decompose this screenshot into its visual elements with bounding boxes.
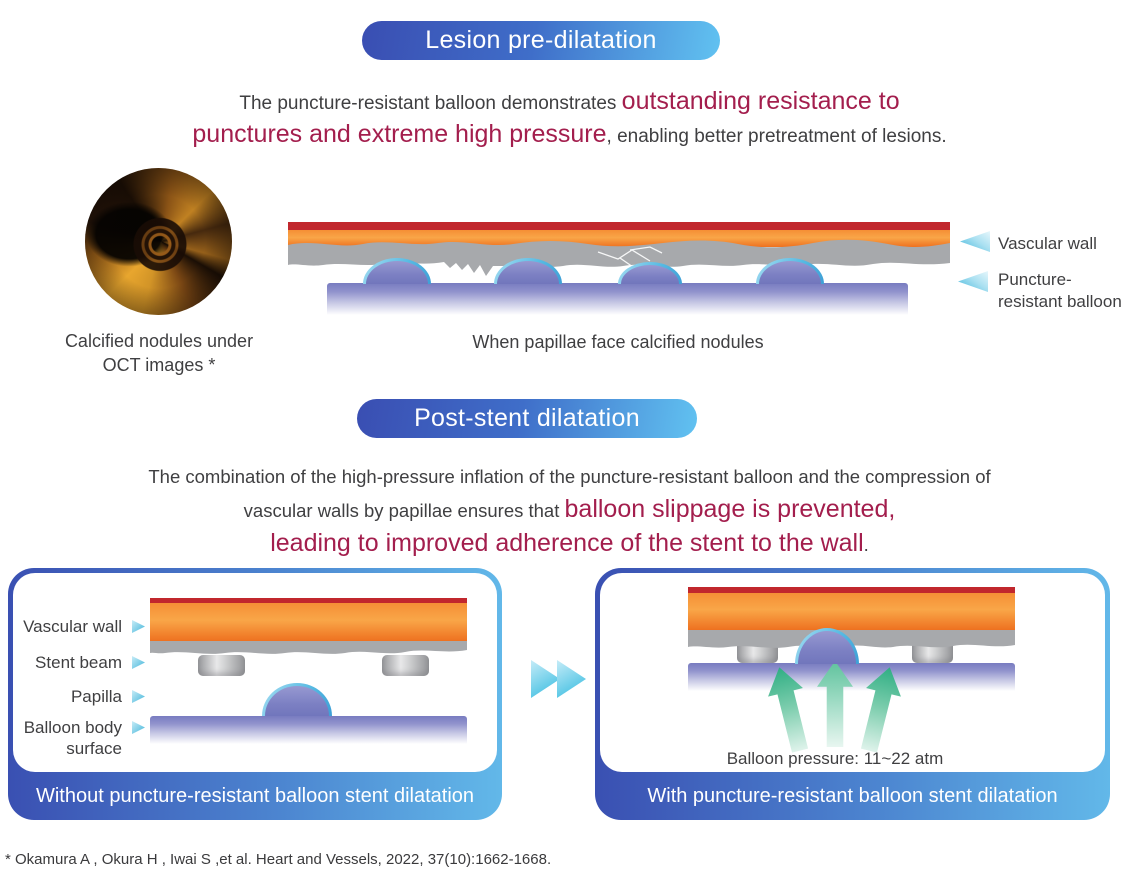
stent-beam-shape <box>382 655 429 676</box>
chevron-right-icon <box>531 660 560 698</box>
vascular-wall-label: Vascular wall <box>998 234 1097 253</box>
intro-emphasis-text: leading to improved adherence of the ste… <box>270 529 864 557</box>
intro-line-2: punctures and extreme high pressure, ena… <box>0 119 1139 152</box>
calcified-layer <box>688 630 1015 648</box>
puncture-balloon-label-line: resistant balloon <box>998 292 1122 311</box>
section2-intro-paragraph: The combination of the high-pressure inf… <box>0 461 1139 561</box>
chevron-right-icon <box>557 660 586 698</box>
intro-line-1: The combination of the high-pressure inf… <box>148 466 991 487</box>
intro-normal-text: , enabling better pretreatment of lesion… <box>606 126 947 147</box>
section1-title-pill: Lesion pre-dilatation <box>362 21 720 60</box>
vascular-wall-label: Vascular wall <box>23 617 122 636</box>
intima-red-strip <box>288 222 950 230</box>
vascular-wall-graphic <box>150 598 467 654</box>
intro-emphasis-text: punctures and extreme high pressure <box>192 120 607 148</box>
papilla-label: Papilla <box>70 687 122 706</box>
stent-beam-label: Stent beam <box>35 653 122 672</box>
vessel-orange-strip <box>688 593 1015 630</box>
oct-caption: Calcified nodules under OCT images * <box>29 329 289 377</box>
lesion-diagram-caption: When papillae face calcified nodules <box>472 332 764 352</box>
intro-emphasis-text: balloon slippage is prevented, <box>564 495 896 523</box>
intro-normal-text: The puncture-resistant balloon demonstra… <box>239 93 622 114</box>
section1-intro-paragraph: The puncture-resistant balloon demonstra… <box>0 86 1139 152</box>
section2-title-pill: Post-stent dilatation <box>357 399 697 438</box>
stent-beam-shape <box>198 655 245 676</box>
lesion-diagram <box>288 218 950 318</box>
intro-line-3: leading to improved adherence of the ste… <box>0 527 1139 561</box>
vascular-wall-graphic <box>688 587 1015 648</box>
pointer-left-icon <box>960 231 990 252</box>
intima-red-strip <box>150 598 467 603</box>
with-balloon-caption: With puncture-resistant balloon stent di… <box>647 785 1058 807</box>
without-balloon-caption: Without puncture-resistant balloon stent… <box>35 785 475 807</box>
intro-normal-text: vascular walls by papillae ensures that <box>243 500 565 521</box>
papilla-dome <box>618 262 682 284</box>
intro-line-2: vascular walls by papillae ensures that … <box>0 493 1139 527</box>
balloon-pressure-label: Balloon pressure: 11~22 atm <box>726 749 944 768</box>
pointer-left-icon <box>958 271 988 292</box>
with-balloon-panel: Balloon pressure: 11~22 atm With punctur… <box>595 568 1110 820</box>
intro-normal-text: . <box>863 534 869 555</box>
papilla-dome <box>262 683 332 716</box>
oct-scan-image <box>85 168 232 315</box>
calcified-layer <box>150 641 467 654</box>
balloon-surface <box>150 716 467 744</box>
vascular-wall-graphic <box>288 222 950 276</box>
intro-line-1: The puncture-resistant balloon demonstra… <box>0 86 1139 119</box>
balloon-surface <box>327 283 908 315</box>
intima-red-strip <box>688 587 1015 593</box>
puncture-balloon-label-line: Puncture- <box>998 270 1072 289</box>
intro-emphasis-text: outstanding resistance to <box>621 87 900 115</box>
without-balloon-panel: Vascular wall Stent beam Papilla Balloon… <box>8 568 502 820</box>
balloon-body-label: Balloon body <box>23 718 122 737</box>
puncture-balloon-label: Puncture- resistant balloon <box>998 269 1122 313</box>
reference-footnote: * Okamura A , Okura H , Iwai S ,et al. H… <box>5 851 552 868</box>
balloon-body-label: surface <box>66 739 122 758</box>
vessel-orange-strip <box>150 603 467 641</box>
oct-caption-line: OCT images * <box>102 355 216 375</box>
oct-caption-line: Calcified nodules under <box>64 331 254 351</box>
